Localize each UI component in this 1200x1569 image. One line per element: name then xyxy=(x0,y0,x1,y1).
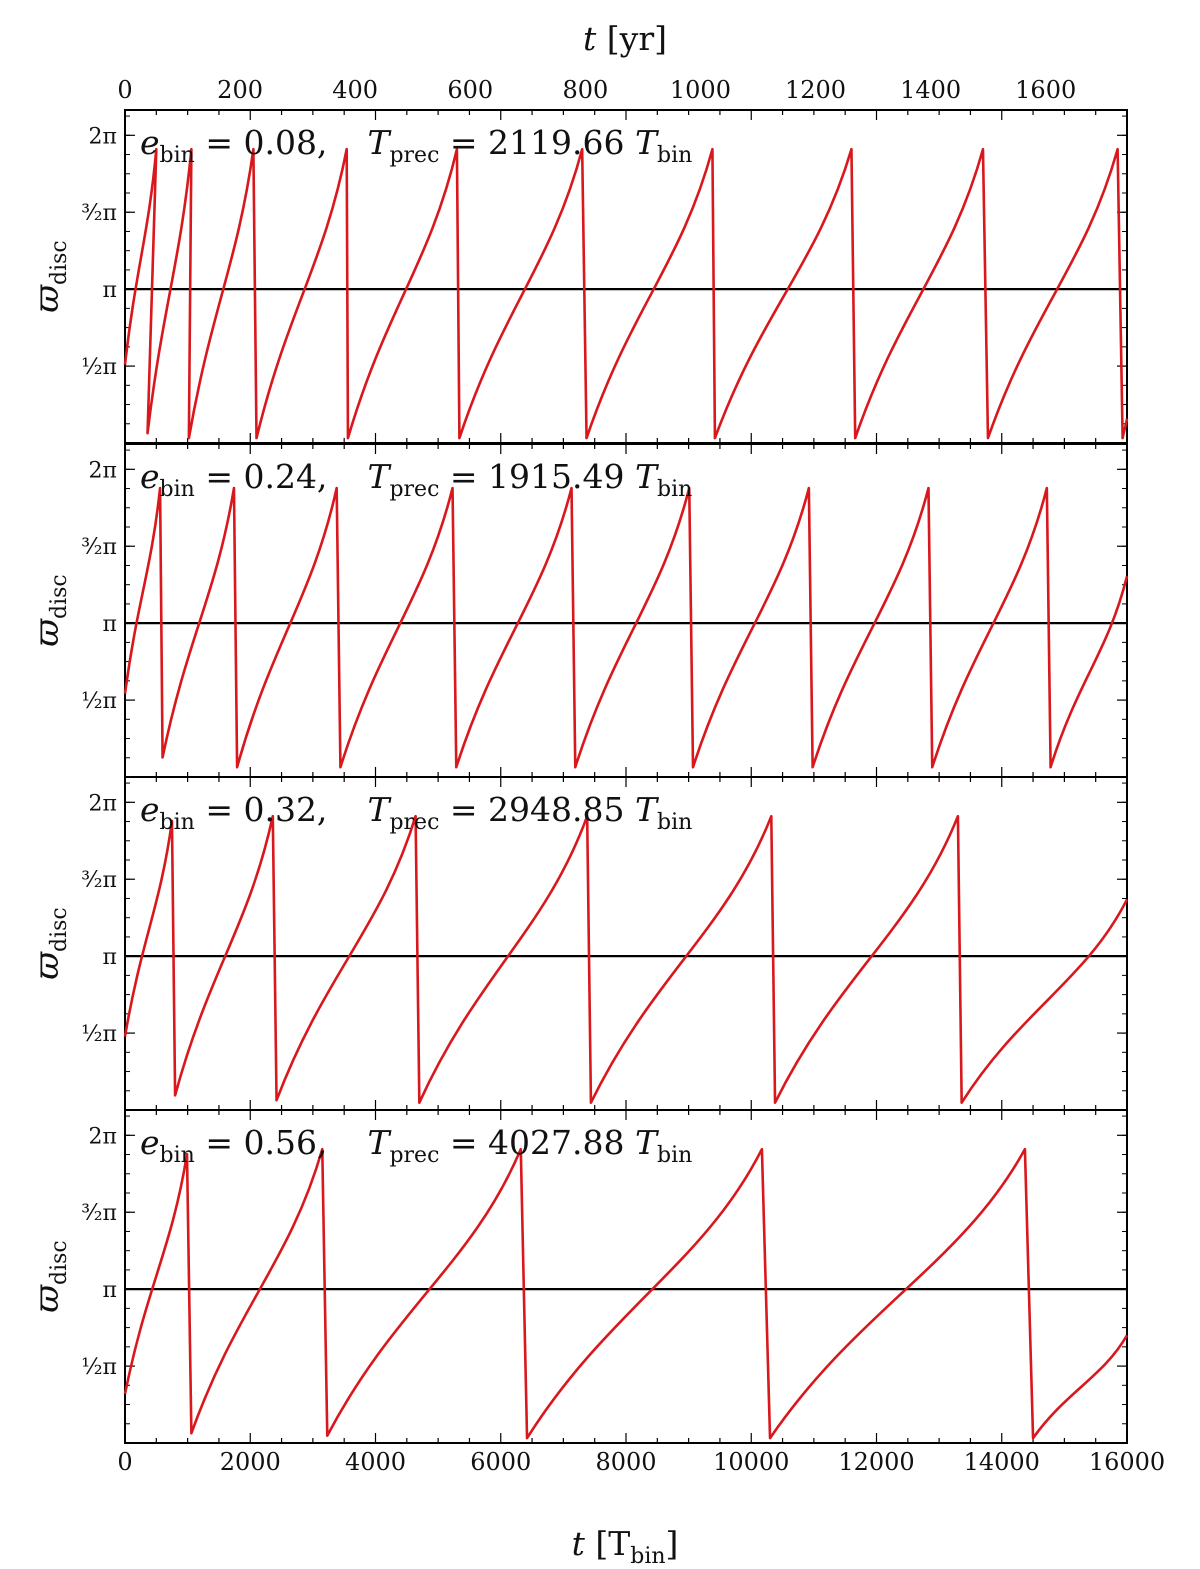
panels: ½π π ³⁄₂π 2π ϖdisc ebin = 0.08, Tprec = 2119.6… xyxy=(27,109,1129,1444)
y-tick-label: 2π xyxy=(89,1124,117,1149)
bottom-axis-tick-labels: 0 2000 4000 6000 8000 10000 12000 14000 16000 xyxy=(117,1448,1165,1476)
top-x-tick-label: 200 xyxy=(217,76,263,104)
y-tick-label: ½π xyxy=(81,355,117,380)
y-tick-label: ³⁄₂π xyxy=(81,868,117,893)
top-x-tick-label: 1200 xyxy=(785,76,846,104)
y-tick-label: π xyxy=(103,945,117,970)
panel-annotation: ebin = 0.24, Tprec = 1915.49 Tbin xyxy=(140,457,692,502)
y-tick-label: ½π xyxy=(81,689,117,714)
y-axis-label: ϖdisc xyxy=(27,574,72,646)
y-tick-label: ³⁄₂π xyxy=(81,1201,117,1226)
top-x-tick-label: 1000 xyxy=(670,76,731,104)
series-line xyxy=(123,1147,1129,1440)
top-axis-label: t [yr] xyxy=(583,19,667,58)
top-x-tick-label: 1400 xyxy=(900,76,961,104)
panel-3: ½π π ³⁄₂π 2π ϖdisc ebin = 0.32, Tprec = 2948.8… xyxy=(27,776,1129,1111)
top-x-tick-label: 800 xyxy=(562,76,608,104)
y-tick-label: π xyxy=(103,612,117,637)
x-tick-label: 6000 xyxy=(470,1448,531,1476)
panel-annotation: ebin = 0.56, Tprec = 4027.88 Tbin xyxy=(140,1123,692,1168)
x-tick-label: 10000 xyxy=(713,1448,789,1476)
series-line xyxy=(123,147,1129,440)
top-x-tick-label: 1600 xyxy=(1015,76,1076,104)
y-axis-label: ϖdisc xyxy=(27,907,72,979)
y-tick-label: 2π xyxy=(89,458,117,483)
x-tick-label: 12000 xyxy=(838,1448,914,1476)
y-axis-label: ϖdisc xyxy=(27,1240,72,1312)
top-x-tick-label: 0 xyxy=(117,76,132,104)
panel-1: ½π π ³⁄₂π 2π ϖdisc ebin = 0.08, Tprec = 2119.6… xyxy=(27,109,1129,444)
x-tick-label: 14000 xyxy=(964,1448,1040,1476)
series-line xyxy=(123,486,1129,769)
y-tick-label: ³⁄₂π xyxy=(81,201,117,226)
y-tick-label: 2π xyxy=(89,791,117,816)
y-tick-label: ½π xyxy=(81,1022,117,1047)
x-tick-label: 2000 xyxy=(220,1448,281,1476)
y-tick-label: 2π xyxy=(89,124,117,149)
x-tick-label: 0 xyxy=(117,1448,132,1476)
top-axis-tick-labels: 0 200 400 600 800 1000 1200 1400 1600 xyxy=(117,76,1076,104)
y-tick-label: ³⁄₂π xyxy=(81,535,117,560)
panel-4: ½π π ³⁄₂π 2π ϖdisc ebin = 0.56, Tprec = 4027.8… xyxy=(27,1109,1129,1444)
x-tick-label: 16000 xyxy=(1089,1448,1165,1476)
y-axis-label: ϖdisc xyxy=(27,240,72,312)
y-tick-label: ½π xyxy=(81,1355,117,1380)
top-x-tick-label: 600 xyxy=(447,76,493,104)
x-tick-label: 4000 xyxy=(345,1448,406,1476)
panel-annotation: ebin = 0.08, Tprec = 2119.66 Tbin xyxy=(140,123,692,168)
panel-annotation: ebin = 0.32, Tprec = 2948.85 Tbin xyxy=(140,790,692,835)
panel-2: ½π π ³⁄₂π 2π ϖdisc ebin = 0.24, Tprec = 1915.4… xyxy=(27,443,1129,778)
bottom-axis-label: t [Tbin] xyxy=(572,1524,679,1569)
top-x-tick-label: 400 xyxy=(332,76,378,104)
series-line xyxy=(123,814,1129,1104)
x-tick-label: 8000 xyxy=(595,1448,656,1476)
y-tick-label: π xyxy=(103,278,117,303)
y-tick-label: π xyxy=(103,1278,117,1303)
